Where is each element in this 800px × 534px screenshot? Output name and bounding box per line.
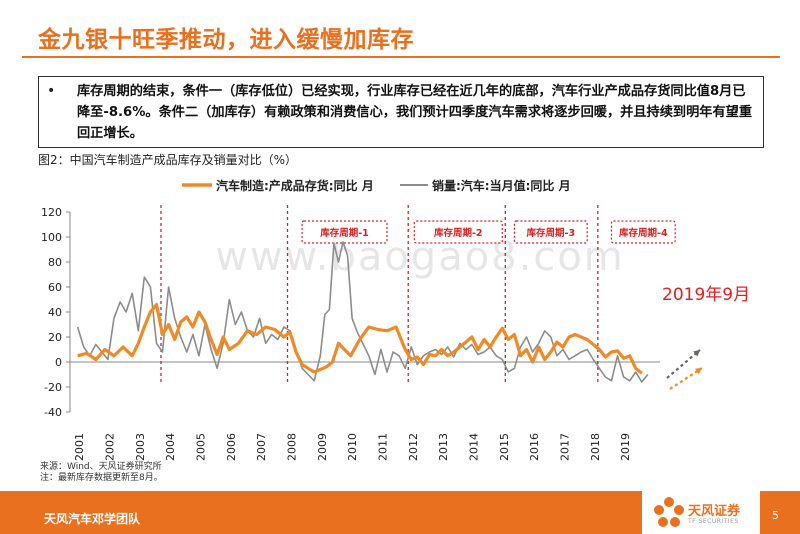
y-tick-label: 60 — [48, 281, 62, 294]
x-tick-label: 2019 — [619, 433, 632, 461]
footer-team: 天风汽车邓学团队 — [44, 512, 141, 526]
y-tick-label: -20 — [44, 381, 62, 394]
x-tick-label: 2004 — [164, 433, 177, 461]
cycle-box — [610, 220, 676, 244]
x-tick-label: 2016 — [528, 433, 541, 461]
source-note: 来源：Wind、天风证券研究所 注：最新库存数据更新至8月。 — [40, 462, 163, 484]
x-tick-label: 2011 — [376, 433, 389, 461]
y-tick-label: 80 — [48, 256, 62, 269]
logo-subtext: TF SECURITIES — [688, 518, 739, 525]
source-line-1: 来源：Wind、天风证券研究所 — [40, 462, 162, 472]
cycle-box — [301, 220, 388, 244]
legend-label-inventory: 汽车制造:产成品存货:同比 月 — [216, 178, 374, 193]
logo-text: 天风证券 — [688, 504, 741, 519]
page-title: 金九银十旺季推动，进入缓慢加库存 — [38, 27, 414, 53]
x-tick-label: 2007 — [255, 433, 268, 461]
x-tick-label: 2010 — [346, 433, 359, 461]
cycle-label: 库存周期-3 — [526, 227, 576, 239]
x-tick-label: 2014 — [467, 433, 480, 461]
series-line-sales — [76, 241, 649, 383]
cycle-box — [413, 220, 503, 244]
y-tick-label: 120 — [41, 206, 62, 219]
x-tick-label: 2005 — [194, 433, 207, 461]
x-tick-label: 2009 — [316, 433, 329, 461]
x-tick-label: 2015 — [498, 433, 511, 461]
bullet-box: • 库存周期的结束，条件一（库存低位）已经实现，行业库存已经在近几年的底部，汽车… — [38, 76, 764, 148]
y-tick-label: 20 — [48, 331, 62, 344]
figure-caption: 图2：中国汽车制造产成品库存及销量对比（%） — [38, 153, 298, 167]
y-tick-label: 100 — [41, 231, 62, 244]
bullet-dot: • — [47, 83, 56, 99]
cycle-label: 库存周期-2 — [433, 227, 483, 239]
projection-arrow-sales — [666, 349, 701, 379]
x-tick-label: 2006 — [225, 433, 238, 461]
x-tick-label: 2008 — [285, 433, 298, 461]
projection-arrow-inventory — [669, 367, 703, 390]
logo: 天风证券 TF SECURITIES — [642, 491, 760, 534]
x-tick-label: 2003 — [134, 433, 147, 461]
projection-arrow-sales-head — [693, 350, 700, 357]
y-tick-label: 40 — [48, 306, 62, 319]
title-divider — [22, 56, 780, 58]
x-tick-label: 2017 — [558, 433, 571, 461]
cycle-box — [513, 220, 588, 244]
cycle-label: 库存周期-4 — [618, 227, 668, 239]
source-line-2: 注：最新库存数据更新至8月。 — [40, 473, 163, 483]
x-tick-label: 2001 — [73, 433, 86, 461]
bullet-text: 库存周期的结束，条件一（库存低位）已经实现，行业库存已经在近几年的底部，汽车行业… — [77, 84, 753, 141]
x-tick-label: 2018 — [589, 433, 602, 461]
page-number: 5 — [772, 509, 779, 522]
projection-arrow-inventory-head — [695, 368, 702, 375]
series-line-inventory — [77, 302, 643, 375]
cycle-label: 库存周期-1 — [319, 227, 369, 239]
y-tick-label: -40 — [44, 406, 62, 419]
x-tick-label: 2013 — [437, 433, 450, 461]
x-tick-label: 2012 — [407, 433, 420, 461]
flower-logo-icon — [654, 497, 684, 527]
legend-label-sales: 销量:汽车:当月值:同比 月 — [432, 178, 571, 193]
annotation-2019-sep: 2019年9月 — [662, 285, 750, 305]
y-tick-label: 0 — [55, 356, 62, 369]
x-tick-label: 2002 — [103, 433, 116, 461]
